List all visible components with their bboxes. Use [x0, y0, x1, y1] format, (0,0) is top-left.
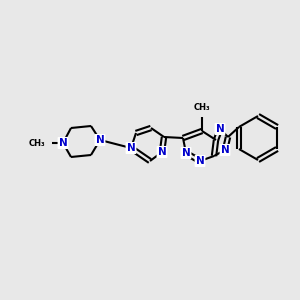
Text: N: N	[158, 147, 166, 157]
Text: N: N	[182, 148, 190, 158]
Text: N: N	[196, 156, 204, 166]
Text: N: N	[216, 124, 224, 134]
Text: N: N	[182, 148, 190, 158]
Text: N: N	[220, 145, 230, 155]
Text: N: N	[127, 143, 135, 153]
Text: N: N	[96, 135, 104, 145]
Text: N: N	[220, 145, 230, 155]
Text: N: N	[96, 135, 104, 145]
Text: CH₃: CH₃	[28, 139, 45, 148]
Text: N: N	[58, 138, 68, 148]
Text: N: N	[58, 138, 68, 148]
Text: N: N	[216, 124, 224, 134]
Text: N: N	[196, 156, 204, 166]
Text: N: N	[158, 147, 166, 157]
Text: CH₃: CH₃	[194, 103, 210, 112]
Text: N: N	[127, 143, 135, 153]
